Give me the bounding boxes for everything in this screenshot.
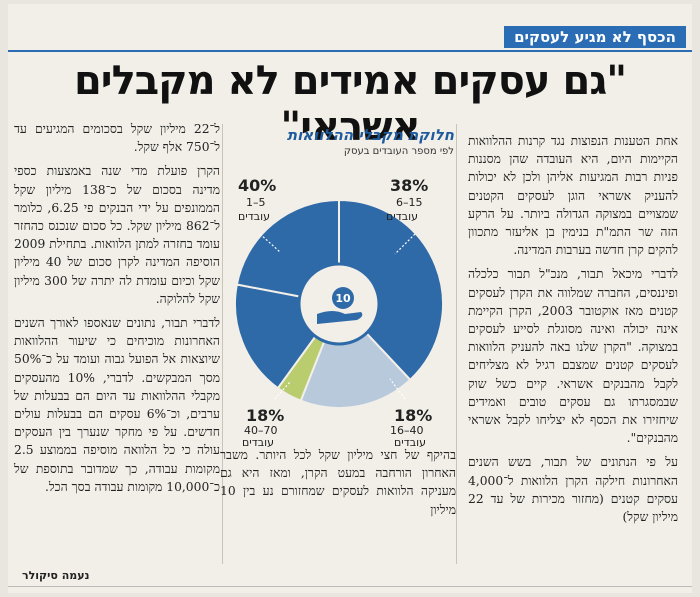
- article-column-center: בהיקף של חצי מיליון שקל לכל היותר. משבר …: [220, 446, 456, 519]
- headline: "גם עסקים אמידים לא מקבלים אשראי": [73, 58, 627, 150]
- pie-label-pct: 18%: [246, 406, 285, 425]
- chart-title: חלוקת מקבלי ההלוואות: [286, 126, 454, 144]
- coin-label: 10: [335, 292, 351, 305]
- hand-icon: [317, 311, 363, 324]
- pie-label-range: 15–6: [396, 196, 423, 209]
- pie-chart: 10: [234, 198, 444, 409]
- pie-label-unit: עובדים: [394, 436, 427, 449]
- pie-chart-panel: חלוקת מקבלי ההלוואות לפי מספר העובדים בע…: [220, 124, 458, 449]
- paragraph: ל־22 מיליון שקל בסכומים המגיעים עד ל־750…: [14, 122, 220, 155]
- bottom-rule: [8, 586, 692, 587]
- coin-icon: [332, 287, 354, 309]
- pie-label-range: 40–16: [390, 424, 424, 437]
- paragraph: אחת הטענות הנפוצות נגד קרנות ההלוואות הק…: [468, 134, 678, 258]
- section-strip: הכסף לא מגיע לעסקים: [8, 4, 692, 48]
- paragraph: בהיקף של חצי מיליון שקל לכל היותר. משבר …: [220, 448, 456, 517]
- byline: נעמה סיקולר: [22, 569, 90, 582]
- column-divider: [456, 124, 457, 564]
- section-rule: [8, 50, 692, 52]
- newspaper-page: הכסף לא מגיע לעסקים "גם עסקים אמידים לא …: [8, 4, 692, 593]
- pie-label-unit: עובדים: [238, 210, 271, 223]
- section-tag: הכסף לא מגיע לעסקים: [504, 26, 686, 48]
- chart-subtitle: לפי מספר העובדים בעסק: [343, 146, 454, 157]
- article-column-right: אחת הטענות הנפוצות נגד קרנות ההלוואות הק…: [468, 132, 678, 526]
- pie-label-pct: 38%: [390, 176, 429, 195]
- paragraph: לדברי מיכאל תבור, מנכ"ל תבור כלכלה ופיננ…: [468, 267, 678, 446]
- pie-slice: [299, 302, 412, 409]
- pie-slice: [338, 198, 444, 382]
- pie-label-range: 70–40: [244, 424, 278, 437]
- column-divider: [222, 124, 223, 564]
- pie-label-unit: עובדים: [242, 436, 275, 449]
- paragraph: הקרן פועלת מדי שנה באמצעות כספי מדינה בס…: [14, 164, 221, 306]
- article-column-left: ל־22 מיליון שקל בסכומים המגיעים עד ל־750…: [14, 120, 220, 496]
- pie-label-pct: 40%: [238, 176, 277, 195]
- pie-label-unit: עובדים: [386, 210, 419, 223]
- pie-label-pct: 18%: [394, 406, 433, 425]
- leader-line: [259, 233, 281, 253]
- leader-line: [394, 233, 416, 255]
- paragraph: על פי הנתונים של תבור, בשש השנים האחרונו…: [468, 455, 678, 525]
- paragraph: לדברי תבור, נתונים שנאספו לאורך השנים הא…: [14, 316, 220, 494]
- leader-line: [389, 378, 406, 400]
- pie-label-range: 5–1: [246, 196, 266, 209]
